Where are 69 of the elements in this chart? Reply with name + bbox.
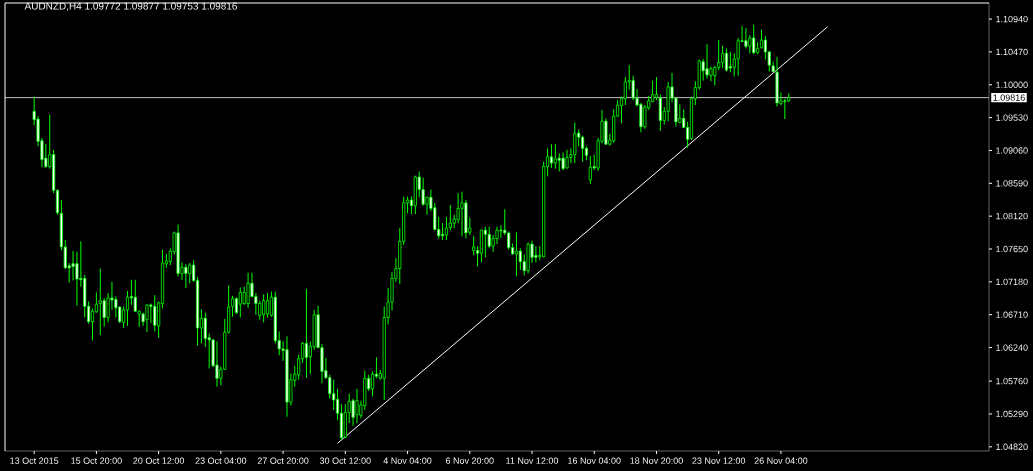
y-tick-label: 1.10000 <box>996 81 1028 88</box>
x-tick-label: 6 Nov 20:00 <box>445 457 494 464</box>
x-tick-label: 23 Nov 12:00 <box>692 457 746 464</box>
candlestick <box>553 143 557 170</box>
x-tick-label: 30 Oct 12:00 <box>319 457 371 464</box>
candlestick <box>534 245 538 263</box>
candlestick <box>242 286 246 306</box>
candlestick <box>479 228 484 263</box>
y-tick-label: 1.05760 <box>996 377 1028 385</box>
x-tick-label: 18 Nov 20:00 <box>630 457 683 464</box>
x-tick-label: 27 Oct 20:00 <box>257 457 309 464</box>
x-tick-label: 15 Oct 20:00 <box>71 457 122 464</box>
candlestick <box>133 279 137 313</box>
x-tick-label: 20 Oct 12:00 <box>133 457 185 464</box>
y-tick-label: 1.08120 <box>996 212 1028 220</box>
candlestick <box>238 286 242 319</box>
candlestick <box>188 262 192 284</box>
candlestick <box>557 152 561 172</box>
candlestick <box>744 27 748 49</box>
candlestick <box>752 24 756 55</box>
candlestick <box>658 94 662 132</box>
candlestick <box>549 143 554 169</box>
y-tick-label: 1.06240 <box>996 344 1028 351</box>
chart-title: AUDNZD,H4 1.09772 1.09877 1.09753 1.09816 <box>24 2 237 11</box>
y-tick-label: 1.04820 <box>996 443 1028 450</box>
candlestick <box>499 224 503 239</box>
candlestick <box>588 155 592 185</box>
candlestick <box>518 247 522 271</box>
candlestick <box>705 43 709 79</box>
candlestick <box>304 288 308 379</box>
candlestick <box>90 307 95 342</box>
x-tick-label: 26 Nov 04:00 <box>754 457 808 464</box>
candlestick <box>460 191 464 237</box>
candlestick <box>728 51 732 73</box>
candlestick <box>203 312 207 348</box>
candlestick <box>98 268 102 336</box>
y-tick-label: 1.07180 <box>996 278 1028 286</box>
y-tick-label: 1.06710 <box>996 311 1028 318</box>
candlestick <box>736 37 740 77</box>
x-tick-label: 16 Nov 04:00 <box>568 457 621 464</box>
y-tick-label: 1.09530 <box>996 114 1028 121</box>
candlestick <box>565 149 569 170</box>
candlestick <box>71 250 75 281</box>
candlestick <box>184 263 188 289</box>
x-tick-label: 11 Nov 12:00 <box>506 457 559 464</box>
candlestick <box>145 303 149 333</box>
candlestick <box>483 226 487 258</box>
candlestick <box>265 292 270 319</box>
y-tick-label: 1.10940 <box>996 15 1028 23</box>
candlestick <box>125 290 130 327</box>
candlestick <box>262 293 266 323</box>
candlestick <box>215 340 219 388</box>
x-tick-label: 13 Oct 2015 <box>10 457 59 464</box>
x-tick-label: 4 Nov 04:00 <box>383 457 432 464</box>
y-tick-label: 1.05290 <box>996 410 1028 418</box>
candlestick <box>355 388 359 424</box>
candlestick <box>573 122 577 164</box>
candlestick <box>472 235 476 256</box>
y-tick-label: 1.08590 <box>996 180 1028 187</box>
y-tick-label: 1.07650 <box>996 245 1028 253</box>
x-tick-label: 23 Oct 04:00 <box>195 457 247 464</box>
candlestick <box>721 45 725 69</box>
y-tick-label: 1.10470 <box>996 48 1028 56</box>
candlestick <box>153 294 157 332</box>
candlestick <box>246 272 250 309</box>
candlestick <box>623 76 627 106</box>
ref-line-label: 1.09816 <box>993 94 1025 101</box>
candlestick <box>332 379 336 411</box>
y-tick-label: 1.09060 <box>996 147 1028 154</box>
